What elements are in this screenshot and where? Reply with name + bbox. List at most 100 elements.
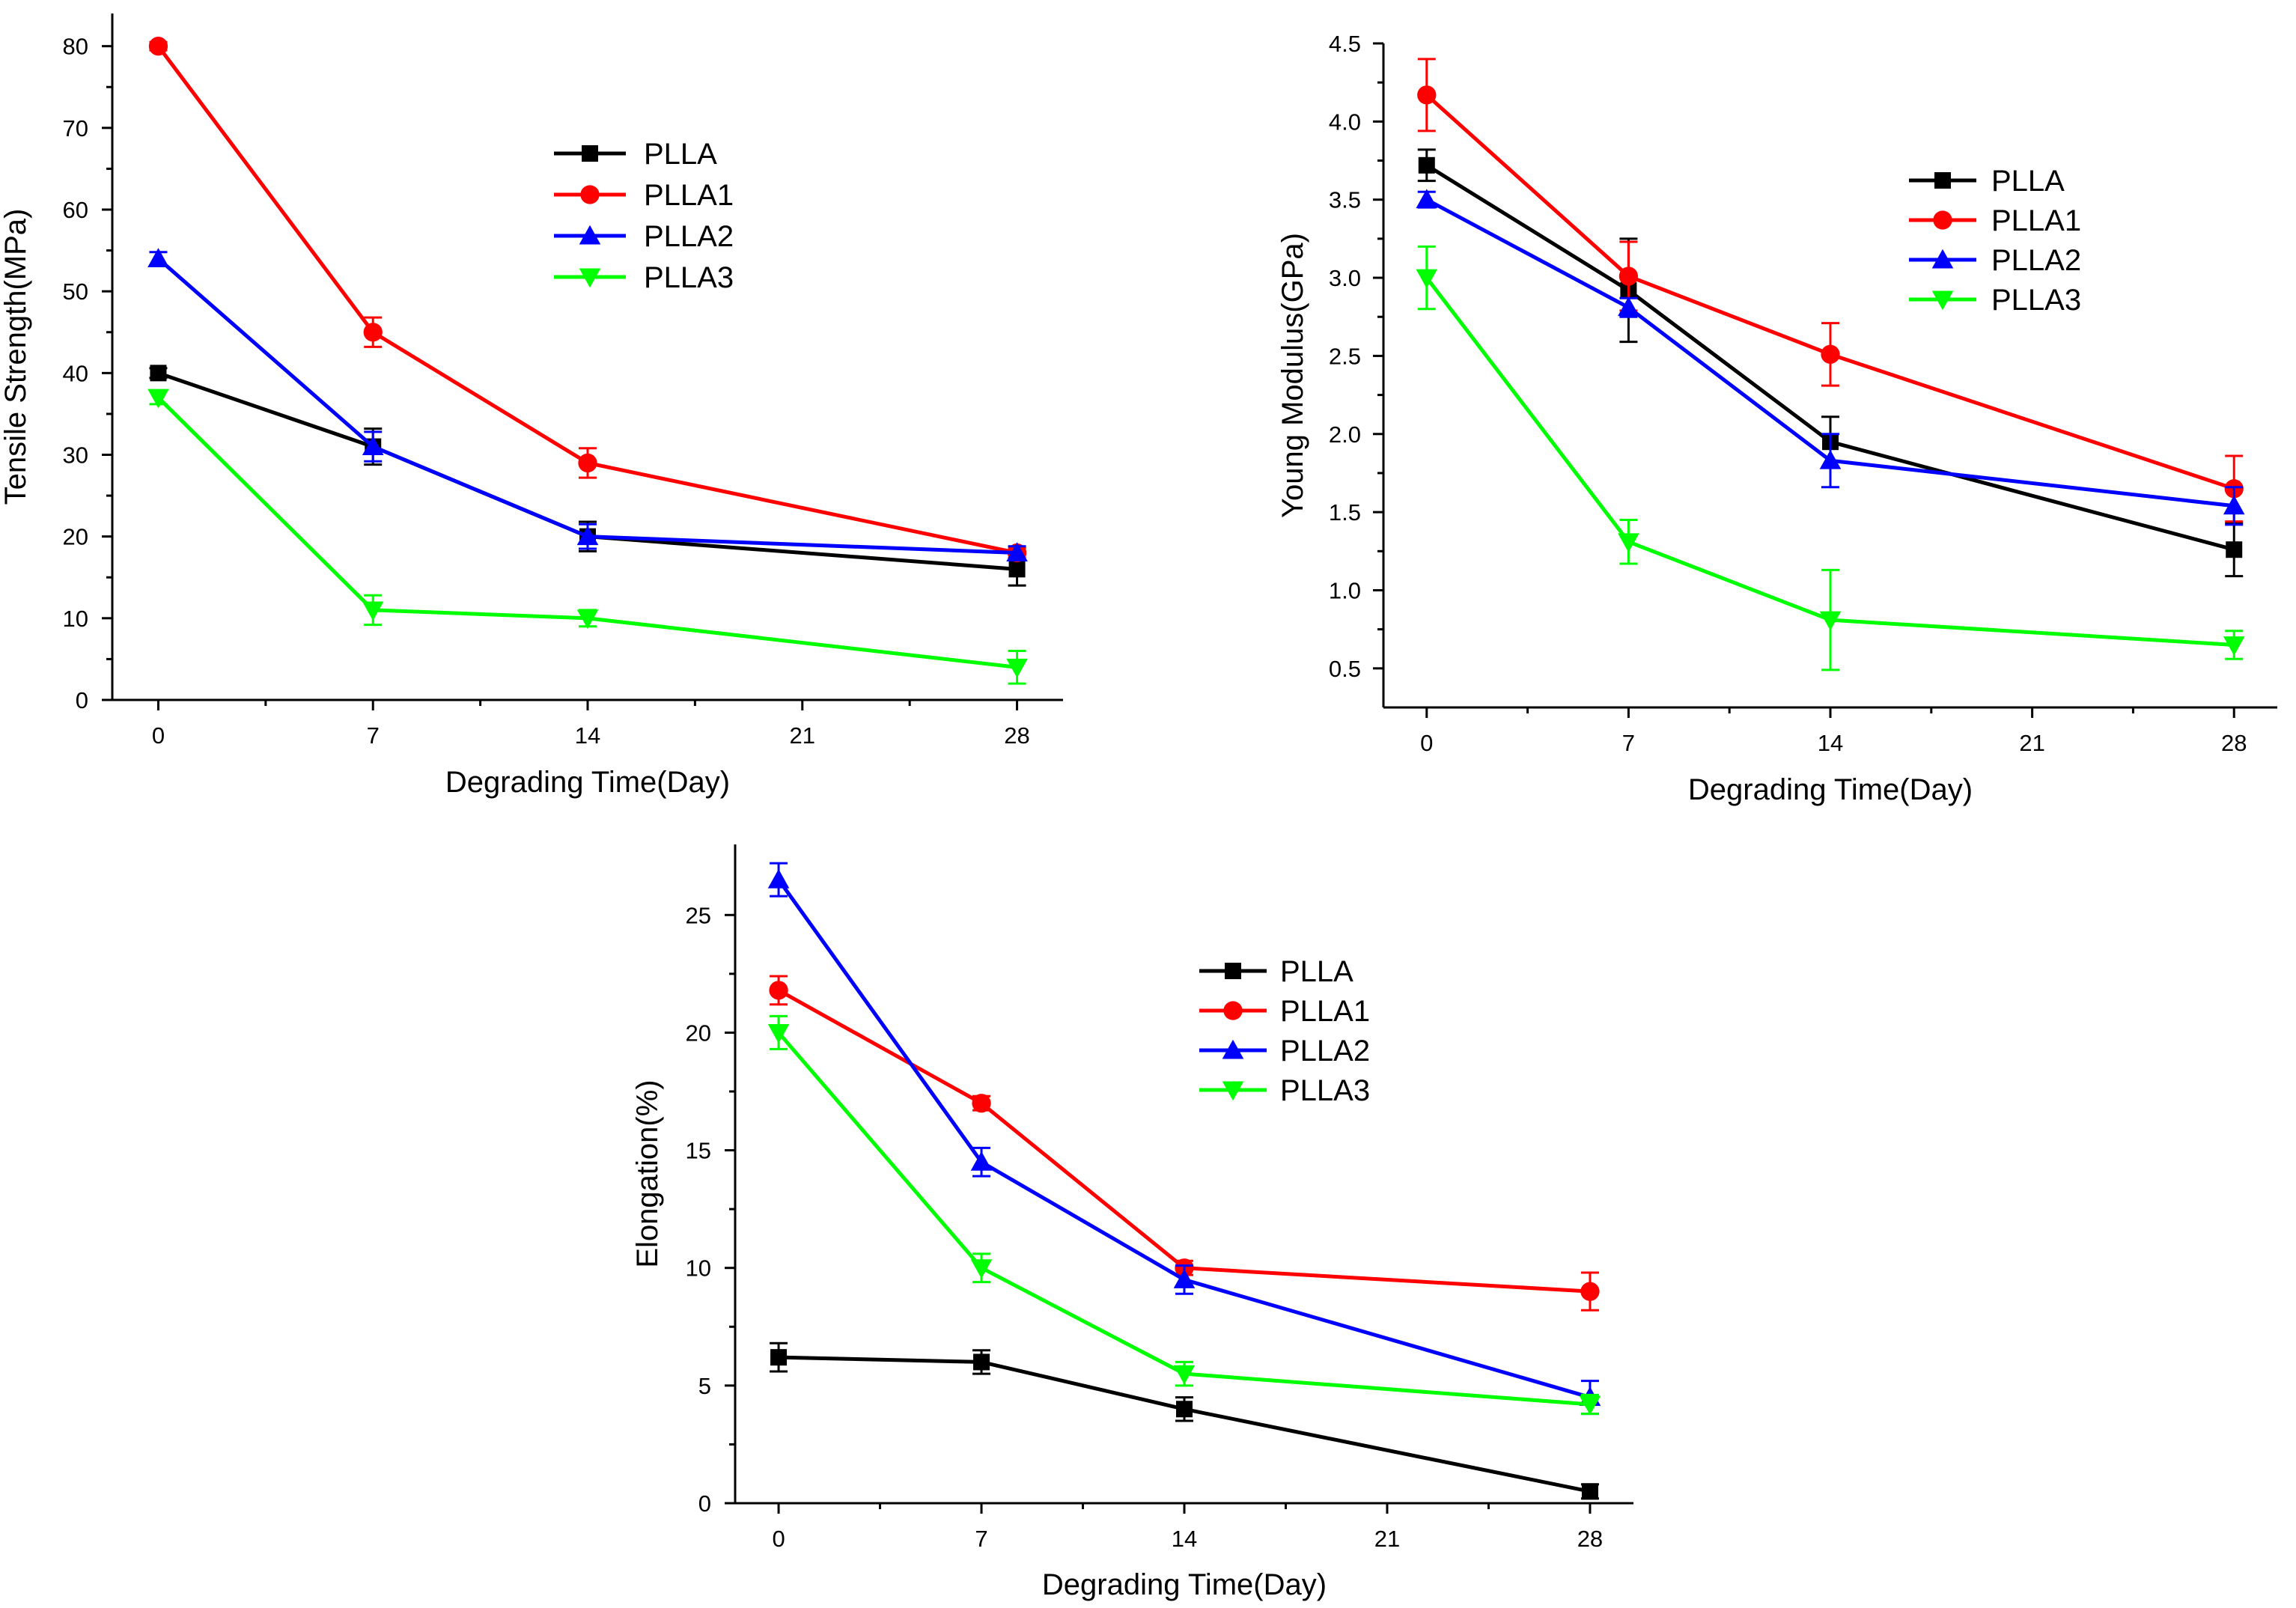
y-tick-label: 40 xyxy=(63,360,88,386)
series-PLLA1 xyxy=(769,975,1600,1312)
legend-label: PLLA2 xyxy=(644,220,734,253)
data-point xyxy=(769,981,788,1000)
data-point xyxy=(1618,296,1639,317)
y-tick-label: 80 xyxy=(63,34,88,60)
x-tick-label: 14 xyxy=(575,722,600,749)
data-point xyxy=(2226,541,2243,558)
x-tick-label: 7 xyxy=(975,1526,987,1552)
y-tick-label: 50 xyxy=(63,278,88,305)
y-tick-label: 25 xyxy=(686,902,711,928)
data-point xyxy=(1176,1401,1193,1418)
legend-label: PLLA3 xyxy=(1280,1074,1370,1107)
data-point xyxy=(148,37,168,56)
x-tick-label: 28 xyxy=(2221,730,2247,756)
y-tick-label: 0 xyxy=(698,1490,711,1517)
data-point xyxy=(972,1094,991,1113)
legend-label: PLLA1 xyxy=(1991,204,2081,237)
legend-label: PLLA2 xyxy=(1991,244,2081,277)
data-point xyxy=(1008,561,1026,578)
data-point xyxy=(363,323,383,342)
y-tick-label: 2.0 xyxy=(1329,421,1361,448)
legend-label: PLLA xyxy=(1280,955,1353,988)
x-axis-title: Degrading Time(Day) xyxy=(445,766,730,799)
y-tick-label: 10 xyxy=(63,606,88,632)
x-tick-label: 28 xyxy=(1577,1526,1603,1552)
x-tick-label: 0 xyxy=(152,722,165,749)
data-point xyxy=(1819,611,1842,631)
data-point xyxy=(1173,1365,1196,1385)
data-point xyxy=(1821,344,1840,364)
y-axis-title: Young Modulus(GPa) xyxy=(1276,233,1309,518)
legend-marker xyxy=(582,145,598,162)
y-tick-label: 20 xyxy=(63,524,88,550)
legend-label: PLLA3 xyxy=(1991,284,2081,317)
data-point xyxy=(1580,1282,1600,1301)
data-point xyxy=(1417,85,1437,105)
y-tick-label: 0 xyxy=(76,687,88,713)
legend: PLLA PLLA1 PLLA2 PLLA3 xyxy=(554,138,734,294)
data-point xyxy=(2223,495,2245,515)
x-tick-label: 21 xyxy=(2019,730,2044,756)
data-point xyxy=(576,609,599,630)
chart-1: 0 10 20 30 40 50 60 70 80 0 7 14 21 28 Degrading Time(… xyxy=(0,13,1063,799)
series-line xyxy=(156,396,1017,669)
legend-marker xyxy=(1933,210,1952,230)
data-point xyxy=(1006,542,1028,561)
series-PLLA xyxy=(770,1341,1599,1500)
legend-label: PLLA1 xyxy=(644,179,734,212)
series-PLLA3 xyxy=(767,1014,1601,1416)
y-axis-title: Elongation(%) xyxy=(631,1079,664,1267)
data-point xyxy=(150,365,167,382)
legend-marker xyxy=(579,268,601,288)
data-point xyxy=(1006,658,1028,678)
legend-marker xyxy=(1225,963,1241,979)
legend: PLLA PLLA1 PLLA2 PLLA3 xyxy=(1909,165,2081,317)
y-tick-label: 10 xyxy=(686,1255,711,1282)
series-PLLA2 xyxy=(1416,189,2245,526)
series-line xyxy=(779,1355,1591,1493)
data-point xyxy=(970,1259,993,1279)
legend-label: PLLA3 xyxy=(644,261,734,294)
series-line xyxy=(156,257,1017,555)
y-tick-label: 3.5 xyxy=(1329,187,1361,213)
data-point xyxy=(1416,189,1438,209)
x-tick-label: 7 xyxy=(367,722,380,749)
series-line xyxy=(777,1031,1591,1407)
data-point xyxy=(1418,156,1435,174)
data-point xyxy=(1618,533,1639,553)
legend-marker xyxy=(1222,1039,1244,1059)
data-point xyxy=(1173,1269,1196,1288)
x-tick-label: 14 xyxy=(1818,730,1843,756)
series-line xyxy=(156,45,1018,555)
y-tick-label: 4.5 xyxy=(1329,31,1361,57)
data-point xyxy=(576,526,599,546)
series-line xyxy=(1425,94,2235,491)
y-tick-label: 1.5 xyxy=(1329,499,1361,526)
chart-2: 0.5 1.0 1.5 2.0 2.5 3.0 3.5 4.0 4.5 0 7 14 21 28 Degra… xyxy=(1276,31,2277,806)
y-tick-label: 30 xyxy=(63,442,88,469)
data-point xyxy=(362,601,384,621)
legend-marker xyxy=(1931,249,1954,269)
data-point xyxy=(1416,269,1438,289)
y-tick-label: 4.0 xyxy=(1329,109,1361,135)
data-point xyxy=(1619,267,1639,286)
legend-label: PLLA xyxy=(644,138,717,171)
legend-marker xyxy=(579,225,601,245)
y-tick-label: 5 xyxy=(698,1373,711,1399)
y-tick-label: 20 xyxy=(686,1020,711,1046)
series-line xyxy=(1425,198,2235,508)
x-tick-label: 28 xyxy=(1004,722,1029,749)
x-tick-label: 14 xyxy=(1172,1526,1197,1552)
legend-label: PLLA1 xyxy=(1280,995,1370,1028)
series-PLLA1 xyxy=(148,37,1027,563)
x-tick-label: 21 xyxy=(790,722,815,749)
series-PLLA2 xyxy=(147,248,1028,561)
legend-marker xyxy=(1931,290,1954,311)
y-tick-label: 15 xyxy=(686,1138,711,1164)
y-tick-label: 3.0 xyxy=(1329,265,1361,291)
series-PLLA3 xyxy=(147,389,1028,685)
series-line xyxy=(1425,163,2235,552)
y-tick-label: 0.5 xyxy=(1329,656,1361,682)
x-axis-title: Degrading Time(Day) xyxy=(1042,1568,1327,1601)
x-tick-label: 0 xyxy=(772,1526,785,1552)
